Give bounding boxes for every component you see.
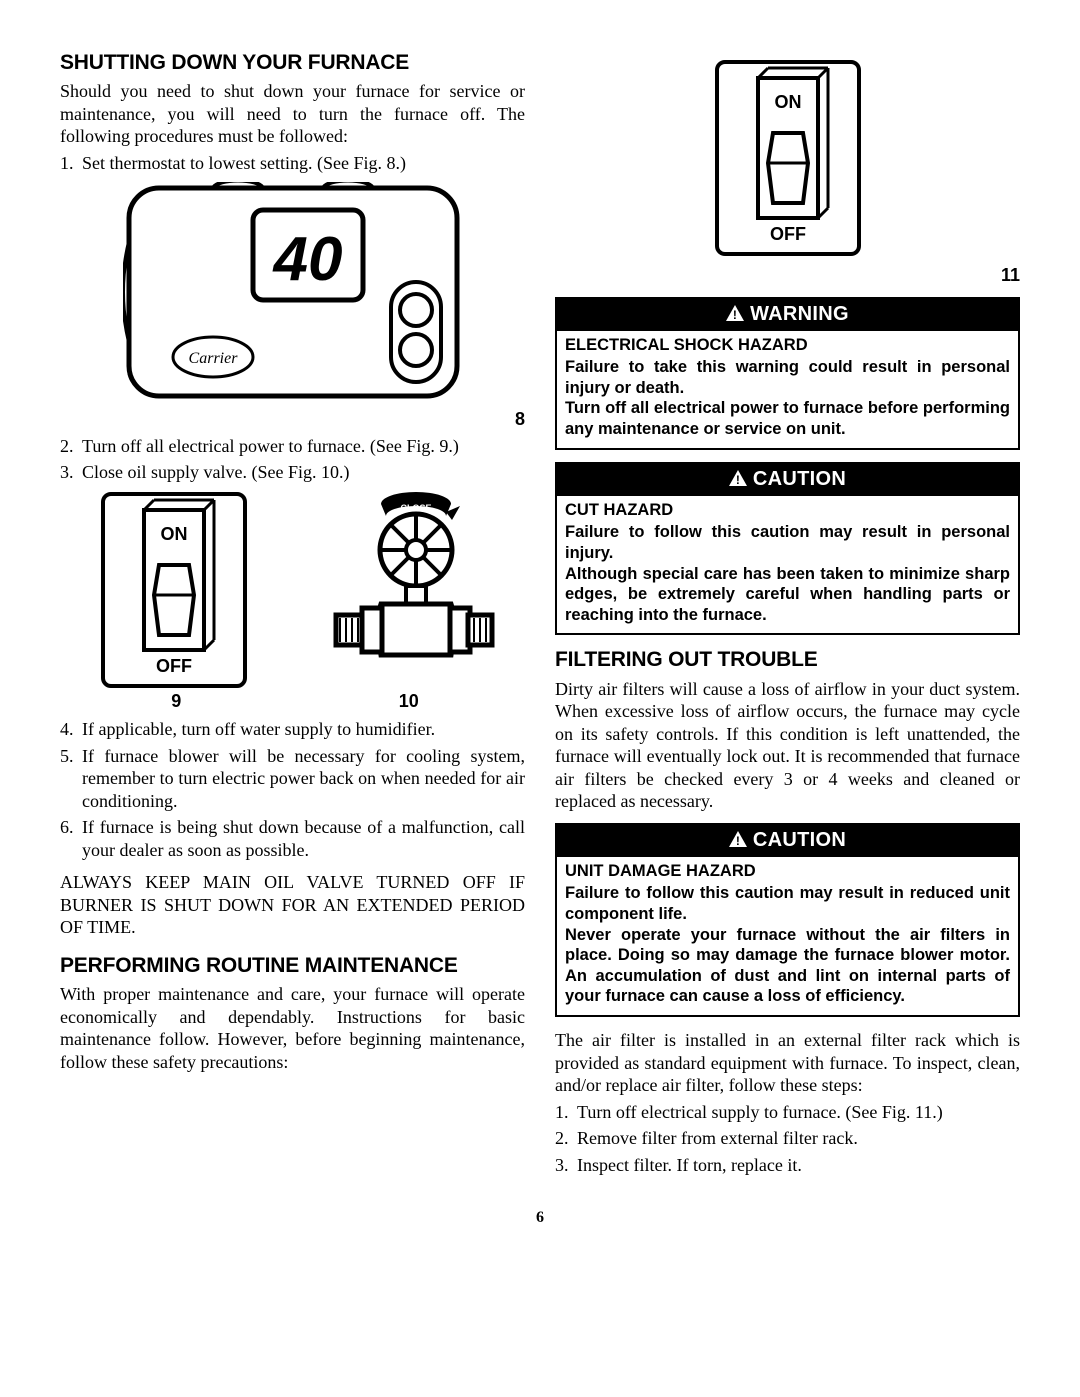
figure-9-10-row: ON OFF CLOSE	[60, 490, 525, 690]
figure-10-number: 10	[293, 690, 526, 713]
svg-text:ON: ON	[774, 92, 801, 112]
warning-triangle-icon: !	[729, 831, 747, 847]
caution-box-unit-damage: ! CAUTION UNIT DAMAGE HAZARD Failure to …	[555, 823, 1020, 1017]
svg-text:ON: ON	[160, 524, 187, 544]
warning-text-1: Failure to take this warning could resul…	[565, 358, 1010, 397]
warning-triangle-icon: !	[729, 470, 747, 486]
figure-9-10-numbers: 9 10	[60, 690, 525, 713]
heading-filter: FILTERING OUT TROUBLE	[555, 647, 1020, 673]
filter-paragraph-2: The air filter is installed in an extern…	[555, 1029, 1020, 1097]
shutdown-steps-2: 2.Turn off all electrical power to furna…	[60, 435, 525, 484]
heading-maintenance: PERFORMING ROUTINE MAINTENANCE	[60, 953, 525, 979]
svg-text:!: !	[733, 308, 737, 321]
warning-text-2: Turn off all electrical power to furnace…	[565, 399, 1010, 438]
step-text: Turn off electrical supply to furnace. (…	[577, 1102, 943, 1122]
caution-header: ! CAUTION	[557, 825, 1018, 857]
figure-8-number: 8	[60, 408, 525, 431]
caution-label: CAUTION	[753, 829, 846, 851]
shutdown-steps-3: 4.If applicable, turn off water supply t…	[60, 718, 525, 861]
note-caps: ALWAYS KEEP MAIN OIL VALVE TURNED OFF IF…	[60, 871, 525, 939]
caution2-text-2: Never operate your furnace without the a…	[565, 926, 1010, 1006]
svg-text:OFF: OFF	[156, 656, 192, 676]
caution1-hazard: CUT HAZARD	[565, 500, 1010, 521]
heading-shutdown: SHUTTING DOWN YOUR FURNACE	[60, 50, 525, 76]
switch-icon: ON OFF	[713, 58, 863, 258]
warning-triangle-icon: !	[726, 305, 744, 321]
caution-header: ! CAUTION	[557, 464, 1018, 496]
step-text: Remove filter from external filter rack.	[577, 1128, 858, 1148]
svg-text:!: !	[736, 473, 740, 486]
step-text: Turn off all electrical power to furnace…	[82, 436, 459, 456]
step-text: If furnace is being shut down because of…	[82, 817, 525, 860]
svg-text:OFF: OFF	[770, 224, 806, 244]
figure-11-switch: ON OFF	[555, 58, 1020, 258]
left-column: SHUTTING DOWN YOUR FURNACE Should you ne…	[60, 50, 525, 1182]
warning-hazard: ELECTRICAL SHOCK HAZARD	[565, 335, 1010, 356]
step-text: If applicable, turn off water supply to …	[82, 719, 435, 739]
filter-steps: 1.Turn off electrical supply to furnace.…	[555, 1101, 1020, 1177]
thermostat-display: 40	[271, 225, 342, 294]
filter-paragraph: Dirty air filters will cause a loss of a…	[555, 678, 1020, 813]
step-text: If furnace blower will be necessary for …	[82, 746, 525, 811]
page-number: 6	[60, 1208, 1020, 1228]
valve-icon: CLOSE	[326, 490, 496, 690]
caution2-text-1: Failure to follow this caution may resul…	[565, 884, 1010, 923]
svg-text:!: !	[736, 834, 740, 847]
figure-11-number: 11	[555, 264, 1020, 287]
warning-header: ! WARNING	[557, 299, 1018, 331]
warning-box: ! WARNING ELECTRICAL SHOCK HAZARD Failur…	[555, 297, 1020, 450]
shutdown-steps-1: 1.Set thermostat to lowest setting. (See…	[60, 152, 525, 175]
switch-icon: ON OFF	[99, 490, 249, 690]
caution1-text-2: Although special care has been taken to …	[565, 565, 1010, 624]
figure-8-thermostat: 40 Carrier	[60, 182, 525, 402]
shutdown-intro: Should you need to shut down your furnac…	[60, 80, 525, 148]
thermostat-brand: Carrier	[188, 350, 238, 367]
thermostat-icon: 40 Carrier	[123, 182, 463, 402]
maintenance-intro: With proper maintenance and care, your f…	[60, 983, 525, 1073]
figure-9-number: 9	[60, 690, 293, 713]
right-column: ON OFF 11 ! WARNING ELECTRICAL SHOCK HAZ…	[555, 50, 1020, 1182]
caution-box-cut: ! CAUTION CUT HAZARD Failure to follow t…	[555, 462, 1020, 636]
warning-label: WARNING	[750, 303, 849, 325]
step-text: Close oil supply valve. (See Fig. 10.)	[82, 462, 349, 482]
step-text: Set thermostat to lowest setting. (See F…	[82, 153, 406, 173]
step-text: Inspect filter. If torn, replace it.	[577, 1155, 802, 1175]
caution1-text-1: Failure to follow this caution may resul…	[565, 523, 1010, 562]
caution2-hazard: UNIT DAMAGE HAZARD	[565, 861, 1010, 882]
caution-label: CAUTION	[753, 468, 846, 490]
